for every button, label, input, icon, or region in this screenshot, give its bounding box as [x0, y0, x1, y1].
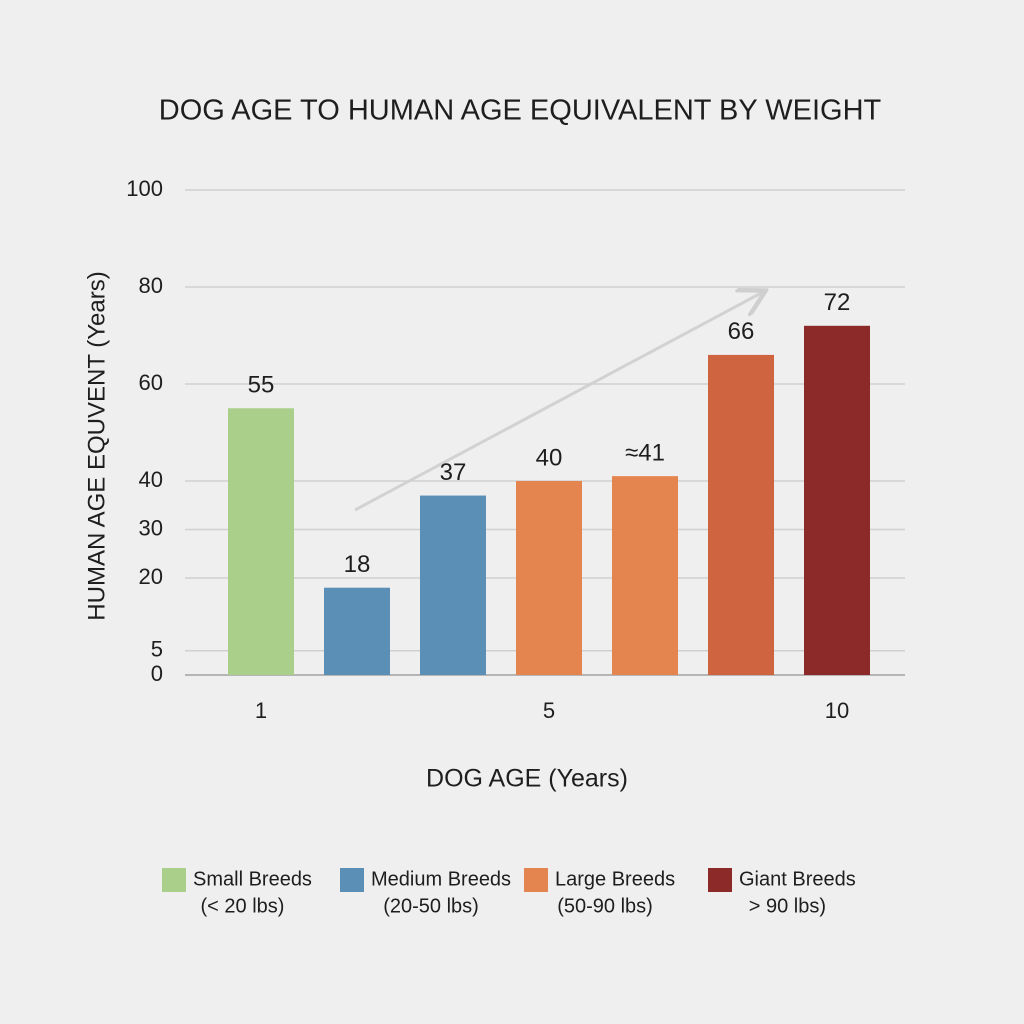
legend-swatch — [340, 868, 364, 892]
legend-swatch — [524, 868, 548, 892]
bar — [324, 587, 390, 675]
trend-arrow — [354, 292, 763, 512]
bar — [612, 476, 678, 675]
legend-label: Large Breeds — [555, 868, 675, 890]
y-tick-label: 5 — [151, 637, 163, 662]
y-tick-label: 40 — [139, 467, 163, 492]
x-tick-label: 5 — [543, 698, 555, 723]
data-label: ≈41 — [625, 439, 665, 466]
bar — [420, 495, 486, 675]
y-tick-label: 20 — [139, 564, 163, 589]
bar — [516, 481, 582, 675]
data-label: 55 — [248, 372, 275, 399]
data-label: 18 — [344, 551, 371, 578]
legend-label: Medium Breeds — [371, 868, 511, 890]
legend-swatch — [708, 868, 732, 892]
y-tick-label: 80 — [139, 273, 163, 298]
y-tick-label: 30 — [139, 515, 163, 540]
bar — [804, 325, 870, 675]
bar — [708, 354, 774, 675]
y-tick-label: 0 — [151, 661, 163, 686]
chart-title: DOG AGE TO HUMAN AGE EQUIVALENT BY WEIGH… — [159, 95, 882, 127]
y-tick-label: 100 — [126, 176, 163, 201]
x-tick-label: 10 — [825, 698, 849, 723]
data-label: 72 — [824, 289, 851, 316]
legend-sublabel: (50-90 lbs) — [557, 895, 653, 917]
legend-sublabel: (< 20 lbs) — [201, 895, 285, 917]
legend-label: Small Breeds — [193, 868, 312, 890]
bar — [228, 408, 294, 675]
legend-label: Giant Breeds — [739, 868, 856, 890]
legend-sublabel: > 90 lbs) — [749, 895, 826, 917]
y-axis-label: HUMAN AGE EQUVENT (Years) — [83, 271, 110, 620]
legend-swatch — [162, 868, 186, 892]
data-label: 66 — [728, 318, 755, 345]
data-label: 40 — [536, 444, 563, 471]
legend-sublabel: (20-50 lbs) — [383, 895, 479, 917]
x-axis-label: DOG AGE (Years) — [426, 765, 628, 793]
data-label: 37 — [440, 459, 467, 486]
x-tick-label: 1 — [255, 698, 267, 723]
y-tick-label: 60 — [139, 370, 163, 395]
